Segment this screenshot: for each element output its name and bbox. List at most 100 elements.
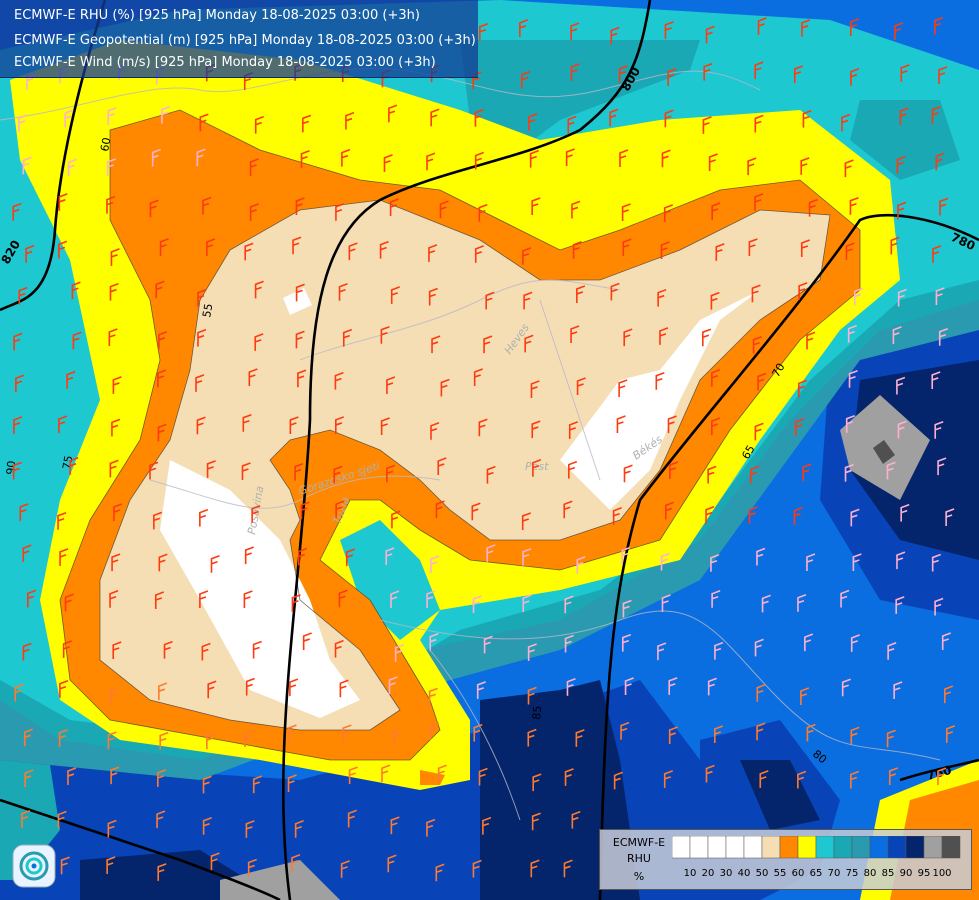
wind-barb-icon <box>339 679 349 698</box>
wind-barb-icon <box>564 768 574 786</box>
wind-barb-icon <box>660 552 670 571</box>
wind-barb-icon <box>667 415 677 434</box>
wind-barb-icon <box>711 369 721 387</box>
wind-barb-icon <box>756 683 766 702</box>
wind-barb-icon <box>294 820 304 838</box>
wind-barb-icon <box>159 731 169 750</box>
wind-barb-icon <box>474 108 484 127</box>
wind-barb-icon <box>576 377 586 396</box>
legend-swatch <box>851 836 871 859</box>
wind-barb-icon <box>335 203 345 221</box>
legend-swatch <box>672 836 691 859</box>
wind-barb-icon <box>57 810 67 829</box>
wind-barb-icon <box>797 594 807 612</box>
wind-barb-icon <box>749 465 760 484</box>
wind-barb-icon <box>23 728 34 747</box>
wind-barb-icon <box>472 859 482 878</box>
wind-barb-icon <box>338 589 348 608</box>
wind-barb-icon <box>109 282 119 301</box>
wind-barb-icon <box>428 687 438 706</box>
wind-barb-icon <box>847 324 857 343</box>
wind-barb-icon <box>896 376 906 395</box>
wind-barb-icon <box>107 819 117 838</box>
wind-barb-icon <box>14 683 24 702</box>
rhu-label-70: 70 <box>769 361 787 380</box>
wind-barb-icon <box>894 22 904 40</box>
wind-barb-icon <box>110 248 120 266</box>
wind-barb-icon <box>60 856 70 875</box>
wind-barb-icon <box>794 418 804 436</box>
wind-barb-icon <box>430 422 440 440</box>
wind-barb-icon <box>289 678 299 697</box>
wind-barb-icon <box>850 634 861 652</box>
wind-barb-icon <box>850 726 860 745</box>
wind-barb-icon <box>663 204 674 222</box>
wind-barb-icon <box>197 328 207 347</box>
wind-barb-icon <box>110 687 120 705</box>
wind-barb-icon <box>521 512 531 530</box>
legend-swatch <box>689 836 709 859</box>
legend-tick-label: 50 <box>756 868 769 879</box>
wind-barb-icon <box>893 681 903 699</box>
wind-barb-icon <box>808 198 818 217</box>
wind-barb-icon <box>385 547 395 565</box>
wind-barb-icon <box>379 240 389 259</box>
wind-barb-icon <box>392 727 403 745</box>
wind-barb-icon <box>426 152 436 171</box>
wind-barb-icon <box>655 371 665 390</box>
legend-tick-label: 60 <box>792 868 805 879</box>
legend-tick-label: 55 <box>774 868 787 879</box>
wind-barb-icon <box>58 729 68 747</box>
wind-barb-icon <box>531 197 541 215</box>
wind-barb-icon <box>567 115 577 134</box>
wind-barb-icon <box>568 421 578 439</box>
wind-barb-icon <box>22 642 32 661</box>
wind-barb-icon <box>931 371 941 389</box>
wind-barb-icon <box>109 459 119 478</box>
wind-barb-icon <box>157 769 167 787</box>
wind-barb-icon <box>850 68 860 86</box>
legend-tick-label: 20 <box>702 868 715 879</box>
wind-barb-icon <box>707 677 717 696</box>
wind-barb-icon <box>58 240 68 259</box>
wind-barb-icon <box>900 64 910 82</box>
legend-swatch <box>815 836 835 859</box>
wind-barb-icon <box>111 553 121 572</box>
wind-barb-icon <box>931 553 941 572</box>
wind-barb-icon <box>801 19 811 37</box>
wind-barb-icon <box>747 157 757 176</box>
legend-tick-label: 85 <box>882 868 895 879</box>
wind-barb-icon <box>249 158 259 176</box>
wind-barb-icon <box>802 109 812 128</box>
wind-barb-icon <box>22 544 32 563</box>
wind-barb-icon <box>702 116 712 134</box>
wind-barb-icon <box>149 199 159 218</box>
wind-barb-icon <box>13 416 23 434</box>
wind-barb-icon <box>153 511 163 530</box>
wind-barb-icon <box>527 728 537 747</box>
wind-barbs <box>12 16 956 882</box>
wind-barb-icon <box>896 155 906 174</box>
wind-barb-icon <box>528 113 538 131</box>
wind-barb-icon <box>244 546 254 565</box>
wind-barb-icon <box>527 643 537 662</box>
wind-barb-icon <box>612 507 622 525</box>
wind-barb-icon <box>713 725 724 744</box>
wind-barb-icon <box>714 641 724 660</box>
header-rhu-title: ECMWF-E RHU (%) [925 hPa] Monday 18-08-2… <box>14 8 420 23</box>
wind-barb-icon <box>934 597 944 616</box>
wind-barb-icon <box>21 809 31 828</box>
wind-barb-icon <box>887 642 897 660</box>
wind-barb-icon <box>158 553 168 572</box>
wind-barb-icon <box>754 422 764 441</box>
wind-barb-icon <box>800 687 810 706</box>
wind-barb-icon <box>667 68 677 86</box>
legend-swatch <box>797 836 817 859</box>
legend-tick-label: 70 <box>828 868 841 879</box>
wind-barb-icon <box>252 775 263 794</box>
wind-barb-icon <box>345 111 355 130</box>
legend-tick-label: 100 <box>932 868 951 879</box>
wind-barb-icon <box>149 461 159 480</box>
wind-barb-icon <box>243 590 253 609</box>
